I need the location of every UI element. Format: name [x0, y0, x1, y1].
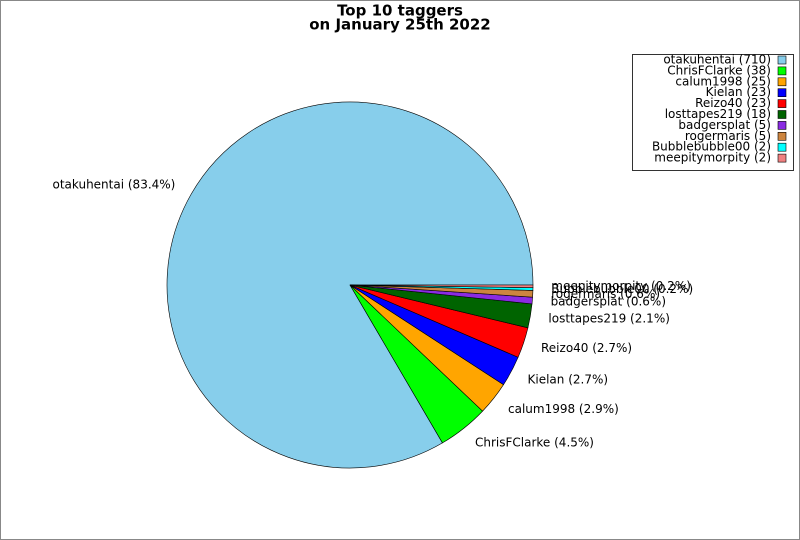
slice-label: calum1998 (2.9%)	[508, 402, 619, 416]
slice-label: rogermaris (0.6%)	[551, 287, 660, 301]
legend-label: otakuhentai (710)	[663, 53, 771, 67]
pie-slice	[349, 284, 534, 289]
slice-label: otakuhentai (83.4%)	[52, 177, 175, 191]
legend-swatch	[777, 132, 787, 141]
legend-label: Reizo40 (23)	[695, 96, 771, 110]
legend-swatch	[777, 66, 787, 76]
legend-label: meepitymorpity (2)	[654, 151, 771, 165]
legend-label: calum1998 (25)	[675, 74, 771, 88]
legend-swatch	[777, 55, 787, 65]
legend-swatch	[777, 77, 787, 87]
legend-swatch	[777, 99, 787, 108]
legend-label: Kielan (23)	[706, 85, 771, 99]
legend-swatch	[777, 110, 787, 119]
legend-label: badgersplat (5)	[678, 118, 771, 132]
slice-label: Reizo40 (2.7%)	[541, 341, 632, 355]
legend-label: rogermaris (5)	[685, 129, 771, 143]
legend-swatch	[777, 88, 787, 97]
legend-swatch	[777, 121, 787, 130]
chart-title: Top 10 taggers	[337, 2, 463, 20]
slice-label: badgersplat (0.6%)	[551, 295, 666, 309]
legend-label: losttapes219 (18)	[665, 107, 771, 121]
chart-title: on January 25th 2022	[309, 16, 490, 34]
slice-label: meepitymorpity (0.2%)	[551, 279, 691, 293]
legend-swatch	[777, 142, 787, 152]
slice-label: Kielan (2.7%)	[528, 372, 609, 386]
legend-label: Bubblebubble00 (2)	[652, 140, 771, 154]
slice-label: losttapes219 (2.1%)	[548, 312, 670, 326]
slice-label: Bubblebubble00 (0.2%)	[551, 282, 693, 296]
legend-label: ChrisFClarke (38)	[667, 63, 771, 77]
slice-label: ChrisFClarke (4.5%)	[475, 435, 594, 449]
legend-box	[632, 54, 794, 171]
legend-swatch	[777, 153, 787, 163]
